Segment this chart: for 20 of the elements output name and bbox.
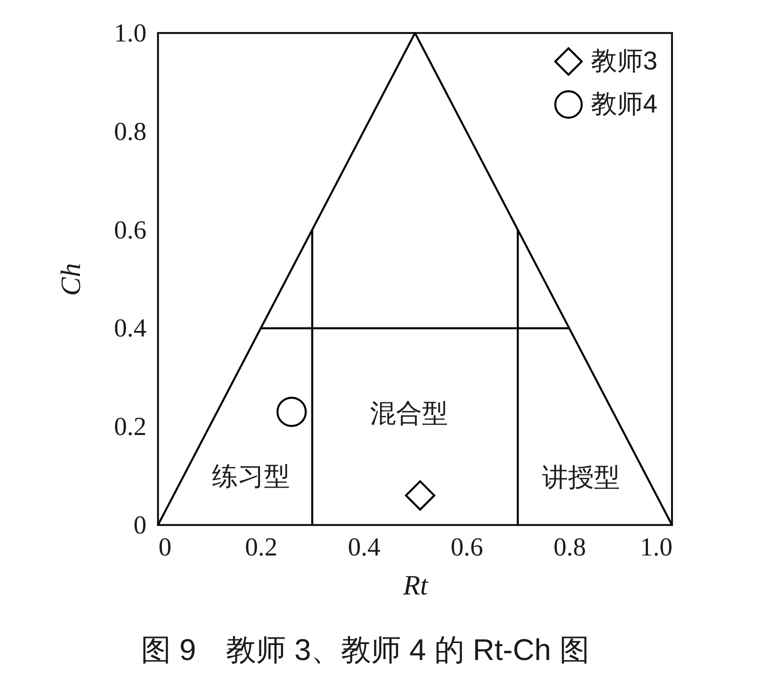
x-tick-label: 0 (158, 532, 172, 562)
x-tick-label: 0.2 (245, 532, 278, 562)
y-axis-title: Ch (56, 263, 87, 296)
y-tick-label: 0.8 (114, 116, 146, 146)
legend-label: 教师3 (591, 46, 658, 76)
caption: 图 9 教师 3、教师 4 的 Rt-Ch 图 (141, 634, 590, 667)
annotation: 练习型 (212, 461, 290, 491)
x-tick-label: 0.6 (450, 532, 484, 562)
x-axis-title: Rt (402, 570, 430, 602)
x-tick-label: 0.8 (553, 532, 586, 562)
y-tick-label: 0.4 (114, 314, 146, 343)
annotation: 讲授型 (542, 462, 620, 492)
annotation: 混合型 (370, 398, 448, 428)
legend-label: 教师4 (591, 88, 658, 118)
x-tick-label: 1.0 (640, 532, 672, 562)
y-tick-label: 0.6 (114, 215, 146, 244)
x-tick-label: 0.4 (348, 532, 380, 562)
y-tick-label: 0 (134, 510, 146, 540)
y-tick-label: 1.0 (114, 18, 146, 48)
y-tick-label: 0.2 (114, 412, 146, 442)
